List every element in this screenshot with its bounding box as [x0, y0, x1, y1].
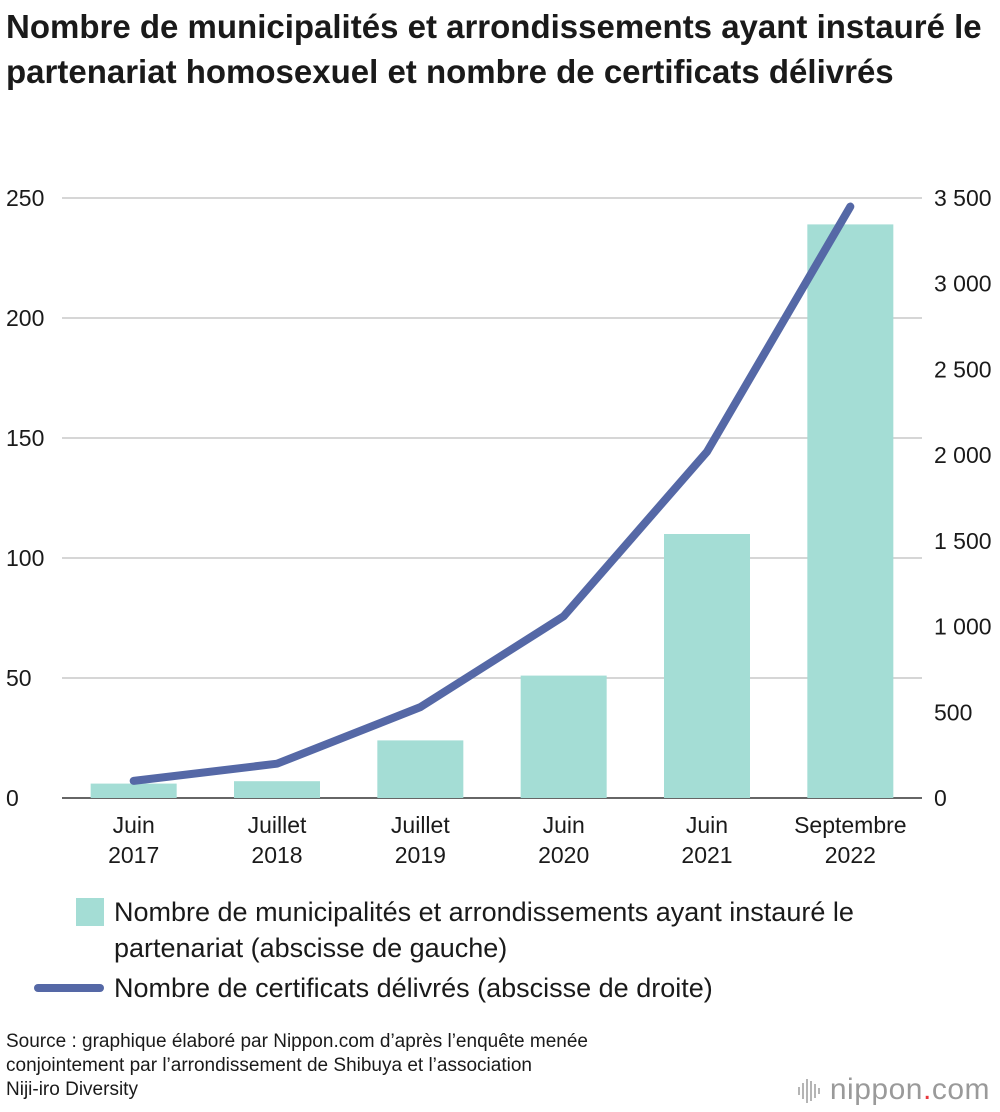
right-tick-label: 2 000 [934, 442, 992, 468]
bar-series [90, 224, 894, 798]
right-tick-label: 500 [934, 699, 972, 725]
certificates-line [129, 202, 855, 785]
right-tick-label: 2 500 [934, 356, 992, 382]
left-tick-label: 100 [6, 545, 44, 571]
category-label: 2021 [681, 842, 732, 868]
category-label: Juin [543, 812, 585, 838]
left-tick-label: 250 [6, 185, 44, 211]
nippon-logo: nippon.com [797, 1073, 990, 1107]
category-label: Juin [686, 812, 728, 838]
chart-title: Nombre de municipalités et arrondissemen… [6, 8, 982, 90]
category-label: Juillet [391, 812, 450, 838]
bar [90, 783, 177, 798]
category-label: 2018 [251, 842, 302, 868]
source-note: Source : graphique élaboré par Nippon.co… [6, 1031, 588, 1100]
logo-dot: . [922, 1073, 932, 1106]
right-axis-ticks: 0 500 1 000 1 500 2 000 2 500 3 000 3 500 [934, 185, 992, 811]
right-tick-label: 0 [934, 785, 947, 811]
legend-bar-label: Nombre de municipalités et arrondissemen… [114, 897, 854, 963]
logo-suffix: com [931, 1073, 990, 1106]
category-label: 2022 [825, 842, 876, 868]
category-labels: Juin 2017 Juillet 2018 Juillet 2019 Juin 2020 Ju… [108, 812, 907, 868]
category-label: 2020 [538, 842, 589, 868]
right-tick-label: 3 000 [934, 271, 992, 297]
legend-line-swatch [34, 984, 104, 992]
bar [807, 224, 894, 798]
bar [234, 781, 320, 798]
left-tick-label: 200 [6, 305, 44, 331]
left-tick-label: 50 [6, 665, 32, 691]
category-label: 2019 [395, 842, 446, 868]
chart-svg: 0 50 100 150 200 250 0 500 1 000 1 500 2 000 2 500… [6, 185, 992, 868]
left-tick-label: 150 [6, 425, 44, 451]
category-label: Juillet [248, 812, 307, 838]
logo-name: nippon [829, 1073, 923, 1106]
category-label: Septembre [794, 812, 907, 838]
bar [664, 534, 750, 798]
category-label: Juin [113, 812, 155, 838]
left-axis-ticks: 0 50 100 150 200 250 [6, 185, 44, 811]
right-tick-label: 3 500 [934, 185, 992, 211]
category-label: 2017 [108, 842, 159, 868]
bar [377, 740, 464, 798]
grid-lines [62, 197, 922, 799]
right-tick-label: 1 500 [934, 528, 992, 554]
left-tick-label: 0 [6, 785, 19, 811]
right-tick-label: 1 000 [934, 614, 992, 640]
bar [520, 675, 607, 798]
line-series [129, 202, 855, 785]
legend-bar-swatch [76, 898, 104, 926]
logo-bars-icon [797, 1079, 820, 1104]
legend-line-label: Nombre de certificats délivrés (abscisse… [114, 973, 713, 1003]
